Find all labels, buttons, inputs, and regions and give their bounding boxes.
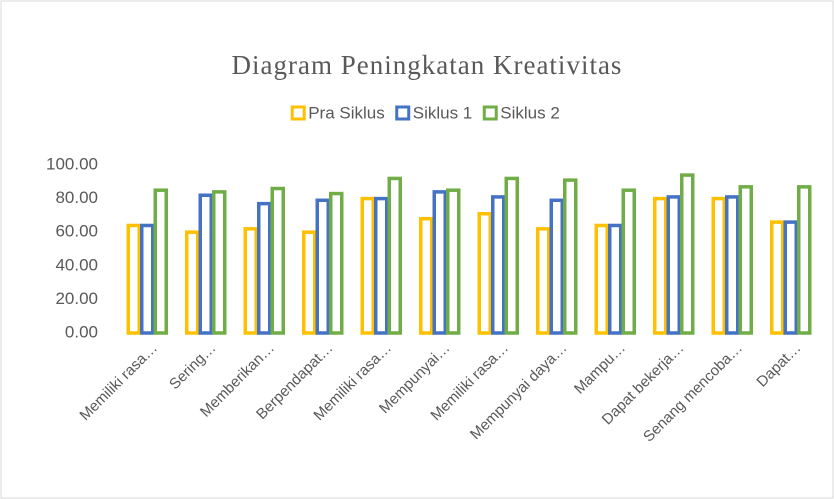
bar — [477, 211, 492, 335]
bar — [504, 176, 519, 335]
bar — [770, 220, 785, 335]
bar — [446, 188, 461, 335]
bar — [536, 227, 551, 335]
bar — [257, 201, 272, 335]
bar — [198, 193, 213, 335]
legend-label: Siklus 1 — [413, 103, 473, 122]
legend-swatch — [482, 105, 498, 121]
bar — [387, 176, 402, 335]
bar — [549, 198, 564, 335]
bar — [126, 223, 141, 335]
bar — [797, 185, 812, 335]
bar — [608, 223, 623, 335]
bar — [594, 223, 609, 335]
bar — [243, 227, 258, 335]
chart-title: Diagram Peningkatan Kreativitas — [232, 50, 623, 80]
y-tick-label: 0.00 — [65, 322, 98, 341]
bar — [270, 186, 285, 335]
bar — [360, 196, 375, 335]
y-tick-label: 100.00 — [46, 154, 98, 173]
legend-swatch — [395, 105, 411, 121]
bar — [666, 195, 681, 335]
bar — [738, 185, 753, 335]
y-tick-label: 20.00 — [55, 289, 98, 308]
bar — [329, 191, 344, 335]
bar — [153, 188, 168, 335]
y-tick-label: 80.00 — [55, 188, 98, 207]
bar — [374, 196, 389, 335]
bar — [621, 188, 636, 335]
bar — [491, 195, 506, 335]
bar — [140, 223, 155, 335]
legend-swatch — [290, 105, 306, 121]
y-tick-label: 40.00 — [55, 255, 98, 274]
bar — [185, 230, 200, 335]
bar — [212, 190, 227, 335]
bar — [315, 198, 330, 335]
bar — [783, 220, 798, 335]
legend-label: Pra Siklus — [308, 103, 385, 122]
y-tick-label: 60.00 — [55, 222, 98, 241]
bar — [711, 196, 726, 335]
bar — [432, 190, 447, 335]
bar — [563, 178, 578, 335]
bar — [725, 195, 740, 335]
bar — [419, 217, 434, 335]
bar — [680, 173, 695, 335]
bar — [302, 230, 317, 335]
legend-label: Siklus 2 — [500, 103, 560, 122]
bar — [653, 196, 668, 335]
